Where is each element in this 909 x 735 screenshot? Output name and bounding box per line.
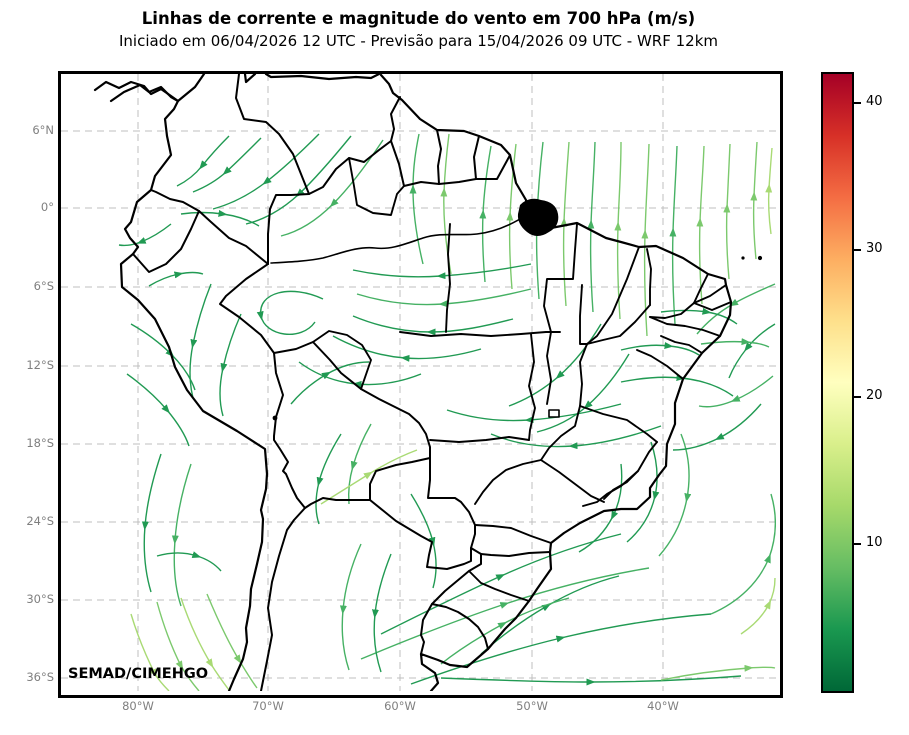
lat-tick-label: 6°N bbox=[32, 123, 54, 137]
lon-tick-label: 50°W bbox=[516, 699, 548, 713]
lon-tick-label: 80°W bbox=[122, 699, 154, 713]
lat-tick-label: 18°S bbox=[26, 436, 54, 450]
map-panel: SEMAD/CIMEHGO bbox=[61, 74, 776, 691]
gridlines-layer bbox=[61, 74, 776, 691]
header: Linhas de corrente e magnitude do vento … bbox=[61, 8, 776, 53]
watermark: SEMAD/CIMEHGO bbox=[68, 666, 209, 682]
colorbar-tick-label: 10 bbox=[866, 535, 883, 551]
lon-tick-label: 40°W bbox=[647, 699, 679, 713]
colorbar-tick-label: 30 bbox=[866, 241, 883, 257]
lat-tick-label: 6°S bbox=[33, 279, 54, 293]
chart-title: Linhas de corrente e magnitude do vento … bbox=[141, 9, 696, 28]
colorbar-tick-label: 40 bbox=[866, 94, 883, 110]
colorbar-tick-mark bbox=[854, 102, 861, 105]
coastline-borders-layer bbox=[93, 74, 763, 691]
lat-tick-label: 30°S bbox=[26, 592, 54, 606]
map-canvas bbox=[61, 74, 776, 691]
lon-tick-label: 60°W bbox=[384, 699, 416, 713]
lon-tick-label: 70°W bbox=[252, 699, 284, 713]
colorbar-tick-mark bbox=[854, 249, 861, 252]
lat-tick-label: 24°S bbox=[26, 514, 54, 528]
colorbar-gradient bbox=[823, 74, 852, 691]
chart-subtitle: Iniciado em 06/04/2026 12 UTC - Previsão… bbox=[118, 32, 719, 51]
lat-tick-label: 36°S bbox=[26, 670, 54, 684]
colorbar-tick-mark bbox=[854, 543, 861, 546]
colorbar-tick-mark bbox=[854, 396, 861, 399]
lat-tick-label: 12°S bbox=[26, 358, 54, 372]
streamlines-layer bbox=[118, 133, 776, 691]
lat-tick-label: 0° bbox=[40, 200, 54, 214]
colorbar bbox=[821, 72, 854, 693]
colorbar-tick-label: 20 bbox=[866, 388, 883, 404]
